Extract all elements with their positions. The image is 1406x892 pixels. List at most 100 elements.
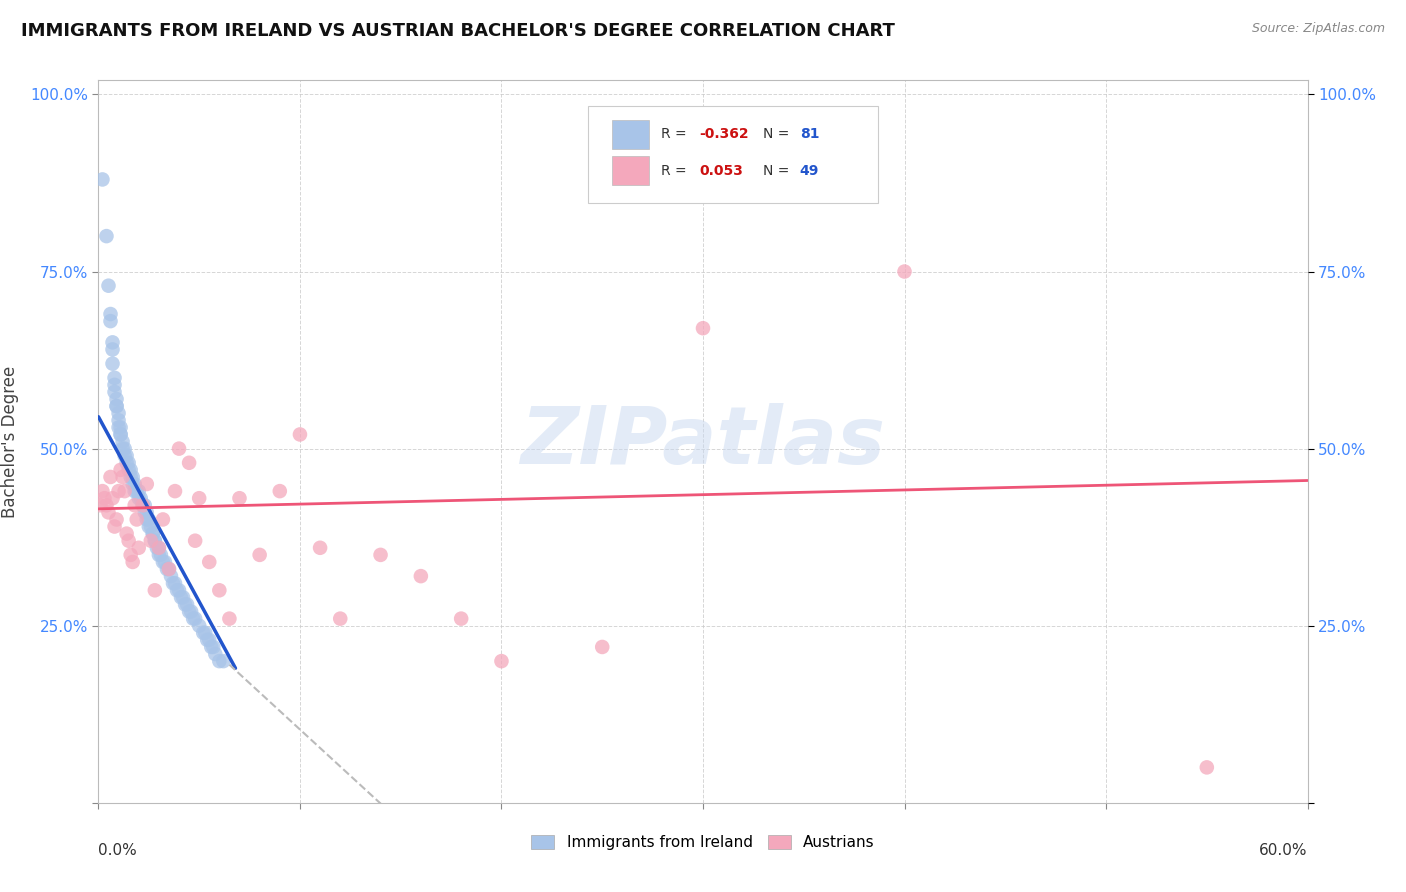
Point	[105, 392, 128, 406]
Point	[138, 512, 160, 526]
Point	[181, 612, 204, 626]
Point	[101, 357, 124, 371]
Point	[114, 442, 136, 456]
Point	[157, 562, 180, 576]
Text: 81: 81	[800, 128, 820, 142]
Point	[97, 505, 120, 519]
Point	[107, 413, 129, 427]
Point	[176, 598, 198, 612]
Point	[309, 541, 332, 555]
Point	[269, 484, 291, 499]
Point	[152, 555, 174, 569]
Point	[152, 512, 174, 526]
Point	[195, 632, 218, 647]
Point	[101, 343, 124, 357]
Point	[163, 576, 186, 591]
Point	[162, 576, 184, 591]
Point	[103, 377, 125, 392]
Point	[128, 491, 150, 506]
Point	[143, 533, 166, 548]
Point	[110, 427, 132, 442]
Point	[111, 470, 134, 484]
Point	[125, 484, 148, 499]
Point	[146, 541, 169, 555]
Point	[179, 456, 201, 470]
Point	[193, 625, 215, 640]
Point	[156, 562, 179, 576]
Point	[491, 654, 513, 668]
Point	[184, 612, 207, 626]
Point	[148, 541, 170, 555]
Point	[91, 172, 114, 186]
Point	[118, 533, 141, 548]
Point	[97, 278, 120, 293]
Text: Source: ZipAtlas.com: Source: ZipAtlas.com	[1251, 22, 1385, 36]
Point	[692, 321, 714, 335]
Text: 0.0%: 0.0%	[98, 843, 138, 857]
Point	[143, 583, 166, 598]
Point	[121, 555, 143, 569]
Point	[134, 505, 156, 519]
Point	[101, 335, 124, 350]
Point	[103, 519, 125, 533]
Y-axis label: Bachelor's Degree: Bachelor's Degree	[1, 366, 18, 517]
Point	[148, 548, 170, 562]
Point	[204, 647, 226, 661]
Point	[288, 427, 311, 442]
Point	[218, 612, 240, 626]
Point	[179, 605, 201, 619]
Point	[110, 427, 132, 442]
FancyBboxPatch shape	[588, 105, 879, 203]
Point	[167, 442, 190, 456]
Point	[111, 434, 134, 449]
Point	[121, 470, 143, 484]
Point	[107, 420, 129, 434]
Point	[174, 598, 197, 612]
Point	[135, 477, 157, 491]
Point	[142, 526, 165, 541]
Text: 0.053: 0.053	[699, 163, 744, 178]
Point	[208, 583, 231, 598]
Point	[184, 533, 207, 548]
Legend: Immigrants from Ireland, Austrians: Immigrants from Ireland, Austrians	[526, 830, 880, 856]
Point	[115, 526, 138, 541]
Point	[110, 463, 132, 477]
Point	[149, 548, 172, 562]
Text: IMMIGRANTS FROM IRELAND VS AUSTRIAN BACHELOR'S DEGREE CORRELATION CHART: IMMIGRANTS FROM IRELAND VS AUSTRIAN BACH…	[21, 22, 896, 40]
Point	[100, 307, 122, 321]
Point	[124, 498, 146, 512]
Point	[120, 463, 142, 477]
Point	[103, 384, 125, 399]
Point	[128, 541, 150, 555]
Point	[172, 591, 194, 605]
Point	[329, 612, 352, 626]
Point	[101, 491, 124, 506]
Point	[157, 562, 180, 576]
Point	[96, 229, 118, 244]
Point	[142, 526, 165, 541]
Point	[188, 618, 211, 632]
Text: 60.0%: 60.0%	[1260, 843, 1308, 857]
Point	[163, 484, 186, 499]
Point	[591, 640, 613, 654]
Point	[208, 654, 231, 668]
Point	[212, 654, 235, 668]
Point	[188, 491, 211, 506]
Point	[198, 632, 221, 647]
Point	[96, 498, 118, 512]
Point	[110, 420, 132, 434]
Point	[105, 512, 128, 526]
Point	[166, 583, 188, 598]
Point	[107, 484, 129, 499]
Point	[409, 569, 432, 583]
Point	[370, 548, 392, 562]
Point	[139, 519, 162, 533]
Point	[160, 569, 183, 583]
Point	[105, 399, 128, 413]
Text: R =: R =	[661, 128, 690, 142]
Point	[143, 533, 166, 548]
Point	[170, 591, 193, 605]
Point	[124, 477, 146, 491]
FancyBboxPatch shape	[613, 120, 648, 149]
Point	[125, 512, 148, 526]
